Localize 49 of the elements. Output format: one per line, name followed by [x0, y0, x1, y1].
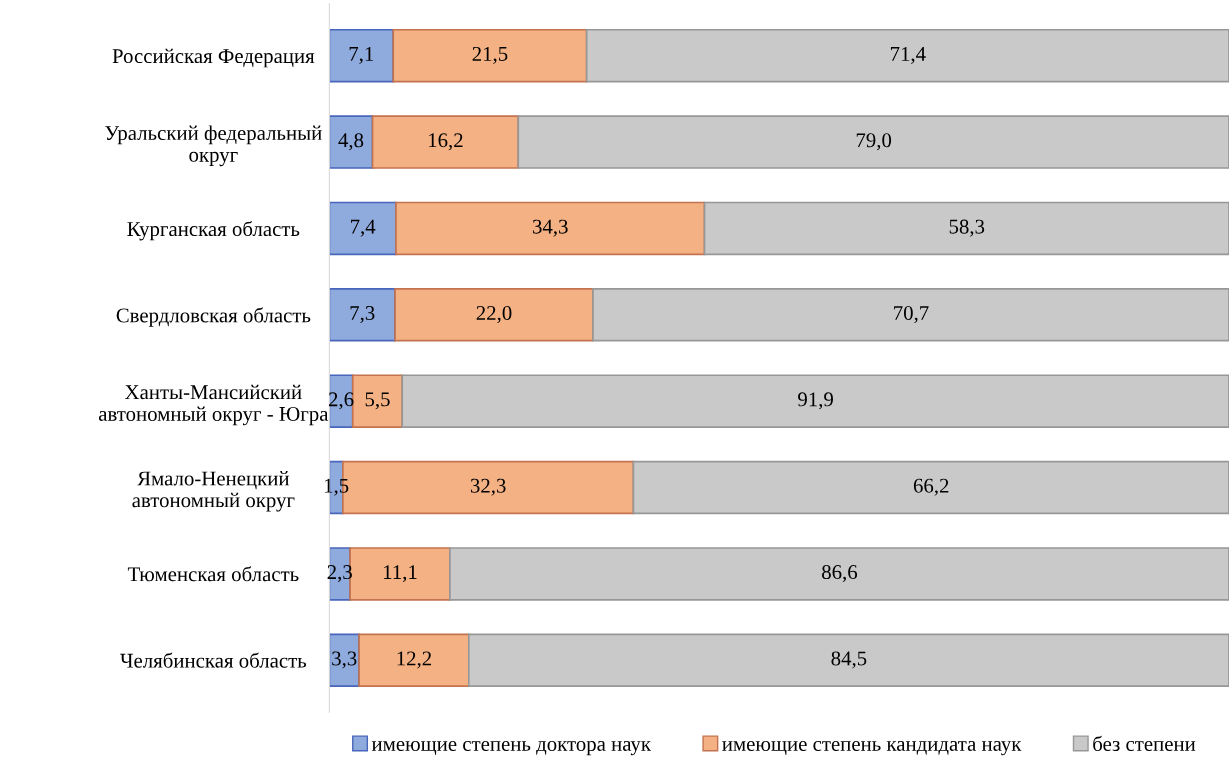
- bar: [329, 115, 374, 169]
- bar: [401, 374, 1229, 428]
- bar: [329, 288, 396, 342]
- y-tick-label: Уральский федеральный округ: [105, 125, 322, 167]
- data-label: 7,4: [351, 219, 376, 237]
- y-tick-label: Челябинская область: [120, 652, 307, 668]
- data-label: 86,6: [822, 565, 858, 583]
- legend-label: без степени: [1093, 735, 1196, 751]
- bar: [449, 547, 1229, 601]
- legend-label: имеющие степень доктора наук: [371, 740, 651, 756]
- bar: [585, 28, 1229, 83]
- bar: [329, 28, 395, 83]
- data-label: 79,0: [856, 133, 892, 151]
- y-tick-label: Тюменская область: [127, 566, 299, 582]
- y-tick-label: Свердловская область: [116, 307, 311, 327]
- y-tick-label: Российская Федерация: [112, 48, 315, 68]
- data-label: 34,3: [533, 219, 568, 237]
- data-label: 12,2: [397, 651, 432, 669]
- bar: [395, 201, 706, 256]
- y-tick-label: Курганская область: [127, 220, 300, 241]
- data-label: 91,9: [798, 392, 833, 410]
- bar: [592, 288, 1229, 342]
- data-label: 58,3: [949, 219, 985, 237]
- data-label: 84,5: [831, 651, 867, 669]
- data-label: 7,3: [350, 306, 375, 323]
- bar: [394, 288, 594, 342]
- data-label: 21,5: [472, 46, 508, 64]
- bar: [371, 115, 520, 169]
- bar: [329, 201, 397, 256]
- bar: [632, 460, 1229, 515]
- data-label: 3,3: [332, 651, 357, 669]
- data-label: 4,8: [338, 133, 364, 151]
- data-label: 16,2: [429, 133, 463, 151]
- data-label: 66,2: [913, 478, 949, 496]
- y-tick-label: Ямало-Ненецкий автономный округ: [132, 471, 295, 512]
- data-label: 5,5: [365, 392, 390, 410]
- data-label: 32,3: [470, 478, 506, 496]
- data-label: 70,7: [894, 305, 929, 323]
- data-label: 7,1: [349, 46, 374, 64]
- bar: [467, 633, 1229, 688]
- bar: [517, 115, 1229, 169]
- data-label: 11,1: [383, 565, 417, 583]
- data-label: 22,0: [476, 305, 512, 323]
- bar: [392, 28, 588, 83]
- y-tick-label: Ханты-Мансийский автономный округ - Югра: [98, 384, 329, 426]
- legend-label: имеющие степень кандидата наук: [722, 740, 1022, 756]
- data-label: 71,4: [890, 46, 926, 64]
- bar: [358, 633, 470, 688]
- bar: [703, 201, 1229, 256]
